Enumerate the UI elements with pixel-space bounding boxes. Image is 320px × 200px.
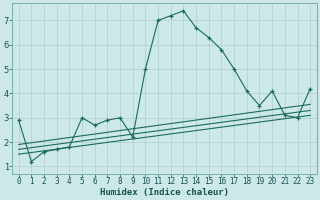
X-axis label: Humidex (Indice chaleur): Humidex (Indice chaleur) bbox=[100, 188, 229, 197]
